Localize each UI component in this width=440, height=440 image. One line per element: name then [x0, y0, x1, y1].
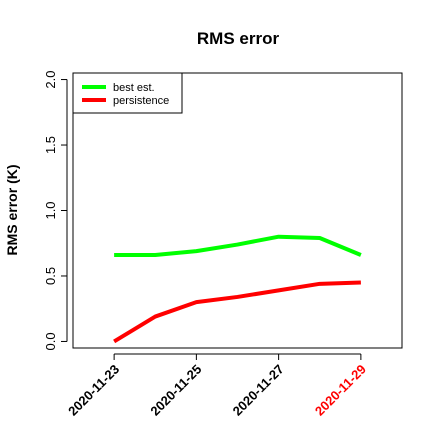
y-axis-label: RMS error (K)	[4, 164, 20, 255]
x-tick-label: 2020-11-29	[312, 362, 369, 419]
chart-title: RMS error	[197, 29, 280, 48]
y-tick-label: 1.0	[43, 201, 58, 219]
series-line-persistence	[113, 280, 361, 344]
y-tick-label: 0.0	[43, 332, 58, 350]
y-axis: 0.0 0.5 1.0 1.5 2.0	[43, 71, 68, 350]
series-lines	[113, 234, 362, 344]
legend: best est.persistence	[72, 72, 183, 114]
y-tick-label: 2.0	[43, 71, 58, 89]
x-tick-label: 2020-11-27	[230, 362, 287, 419]
legend-label: best est.	[113, 82, 155, 94]
x-tick-label: 2020-11-25	[147, 362, 204, 419]
y-tick-label: 1.5	[43, 136, 58, 154]
plot-frame	[72, 72, 403, 349]
y-tick-label: 0.5	[43, 267, 58, 285]
legend-box	[72, 72, 183, 114]
series-line-best-est	[114, 234, 362, 258]
x-axis: 2020-11-23 2020-11-25 2020-11-27 2020-11-29	[65, 353, 369, 419]
x-tick-label: 2020-11-23	[65, 362, 122, 419]
legend-label: persistence	[113, 95, 169, 107]
